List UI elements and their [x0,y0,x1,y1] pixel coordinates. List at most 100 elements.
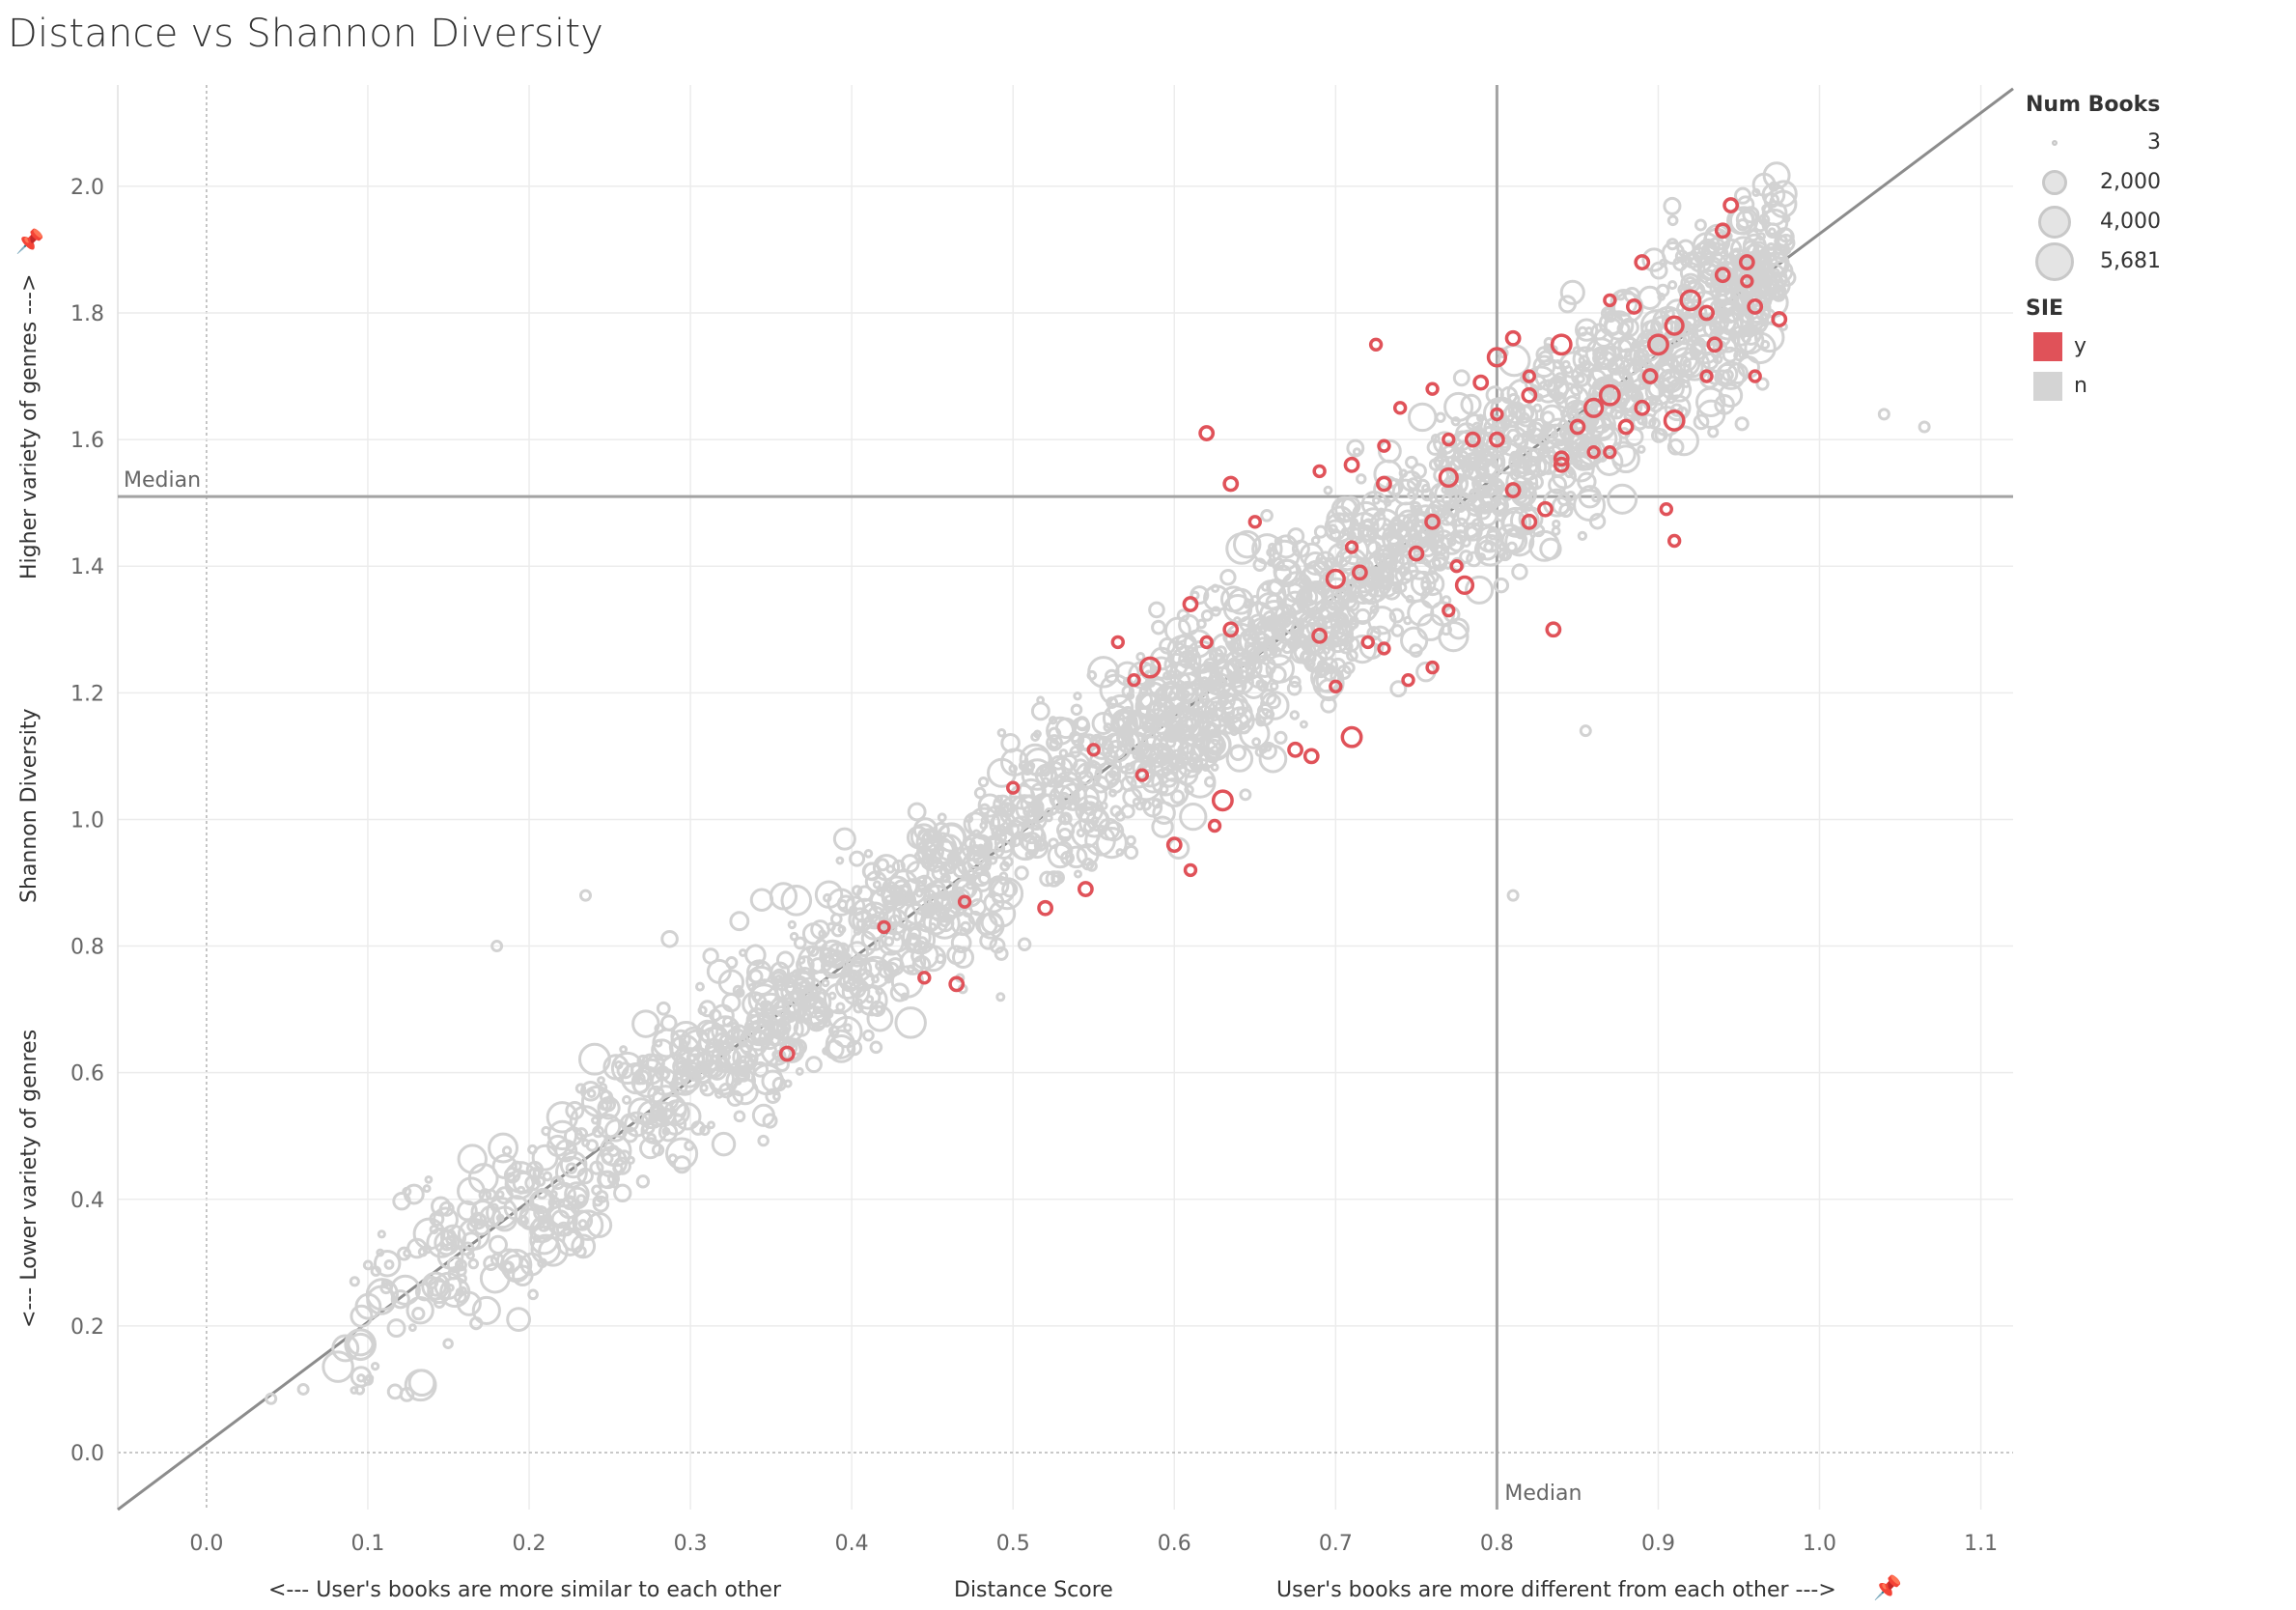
data-point-n [488,1234,508,1255]
data-point-n [937,812,947,823]
data-point-y [1449,559,1464,574]
data-point-n [616,1061,634,1080]
data-point-n [354,1384,366,1396]
data-point-y [1586,445,1601,460]
data-point-n [1335,540,1345,550]
data-point-n [1148,601,1165,619]
data-point-n [742,991,769,1018]
data-point-n [733,1110,746,1123]
data-point-n [1280,571,1313,604]
data-point-y [1603,445,1617,460]
data-point-n [407,1323,417,1333]
data-point-y [1664,315,1685,336]
data-point-n [1446,536,1457,547]
data-point-n [1714,369,1731,386]
data-point-n [1420,579,1430,590]
data-point-n [836,894,855,914]
data-point-n [1299,720,1308,729]
data-point-y [1134,768,1150,782]
data-point-y [1199,635,1214,650]
data-point-y [1182,596,1199,612]
data-point-n [1099,673,1132,707]
data-point-n [1498,347,1509,359]
data-point-y [1699,369,1714,383]
data-point-n [994,824,1008,837]
data-point-n [1508,458,1519,468]
data-point-n [1617,397,1629,409]
data-point-n [1272,630,1282,640]
data-point-n [826,921,836,932]
data-point-n [906,861,930,885]
data-point-n [1723,276,1755,308]
data-point-y [1165,836,1183,854]
data-point-n [631,1009,660,1038]
y-tick-label: 0.4 [70,1189,104,1213]
data-point-n [1733,186,1752,205]
data-point-n [1116,730,1141,754]
data-point-n [581,1138,591,1147]
data-point-n [771,1092,781,1101]
data-point-y [1714,267,1731,284]
data-point-n [1121,685,1134,698]
data-point-n [592,1195,610,1213]
data-point-n [1075,795,1105,825]
data-point-n [1672,337,1682,347]
data-point-n [913,850,925,862]
data-point-n [597,1076,605,1085]
data-point-n [1109,805,1123,818]
data-point-n [322,1350,354,1383]
data-point-n [876,858,890,872]
data-point-n [1738,350,1747,359]
data-point-n [832,827,856,851]
data-point-y [1442,603,1456,618]
data-point-n [1575,318,1599,342]
data-point-y [1747,298,1764,315]
y-axis-label-bottom: <--- Lower variety of genres [17,1029,42,1328]
data-point-n [665,1137,699,1171]
data-point-n [390,1289,410,1310]
data-point-n [784,976,796,989]
data-point-n [1366,548,1398,579]
data-point-n [1258,599,1291,632]
data-point-n [1239,788,1252,802]
data-point-n [1574,372,1590,387]
data-point-n [822,1046,831,1056]
data-point-n [1159,636,1176,655]
data-point-n [404,1369,437,1402]
data-point-n [538,1236,569,1267]
data-point-n [845,941,869,965]
data-point-n [1610,405,1624,420]
data-point-n [1591,494,1601,503]
data-point-n [1324,519,1347,542]
data-point-n [1120,804,1135,819]
data-point-n [436,1242,464,1270]
data-point-n [1366,540,1383,556]
data-point-y [1488,431,1505,448]
x-tick-label: 0.0 [189,1532,223,1556]
data-point-n [1017,937,1032,951]
data-point-n [370,1265,382,1277]
data-point-y [1207,818,1222,833]
data-point-n [1269,613,1280,624]
data-point-n [1559,279,1585,305]
data-point-n [1125,834,1136,846]
data-point-n [1070,703,1083,717]
y-axis-label-top: Higher variety of genres ---> [17,273,42,579]
data-point-n [1175,641,1185,651]
data-point-n [814,880,844,909]
data-point-n [856,885,874,902]
y-tick-label: 1.0 [70,808,104,833]
data-point-n [528,1189,553,1215]
data-point-n [592,1125,605,1139]
data-point-n [1057,827,1073,842]
data-point-y [1222,475,1240,493]
data-point-n [1485,529,1501,547]
data-point-n [1259,745,1269,754]
data-point-n [1006,819,1024,837]
y-tick-label: 1.4 [70,555,104,579]
data-point-n [1493,577,1510,594]
data-point-n [770,961,791,982]
data-point-n [1201,763,1211,773]
data-point-y [1198,425,1216,441]
data-point-n [962,858,984,881]
